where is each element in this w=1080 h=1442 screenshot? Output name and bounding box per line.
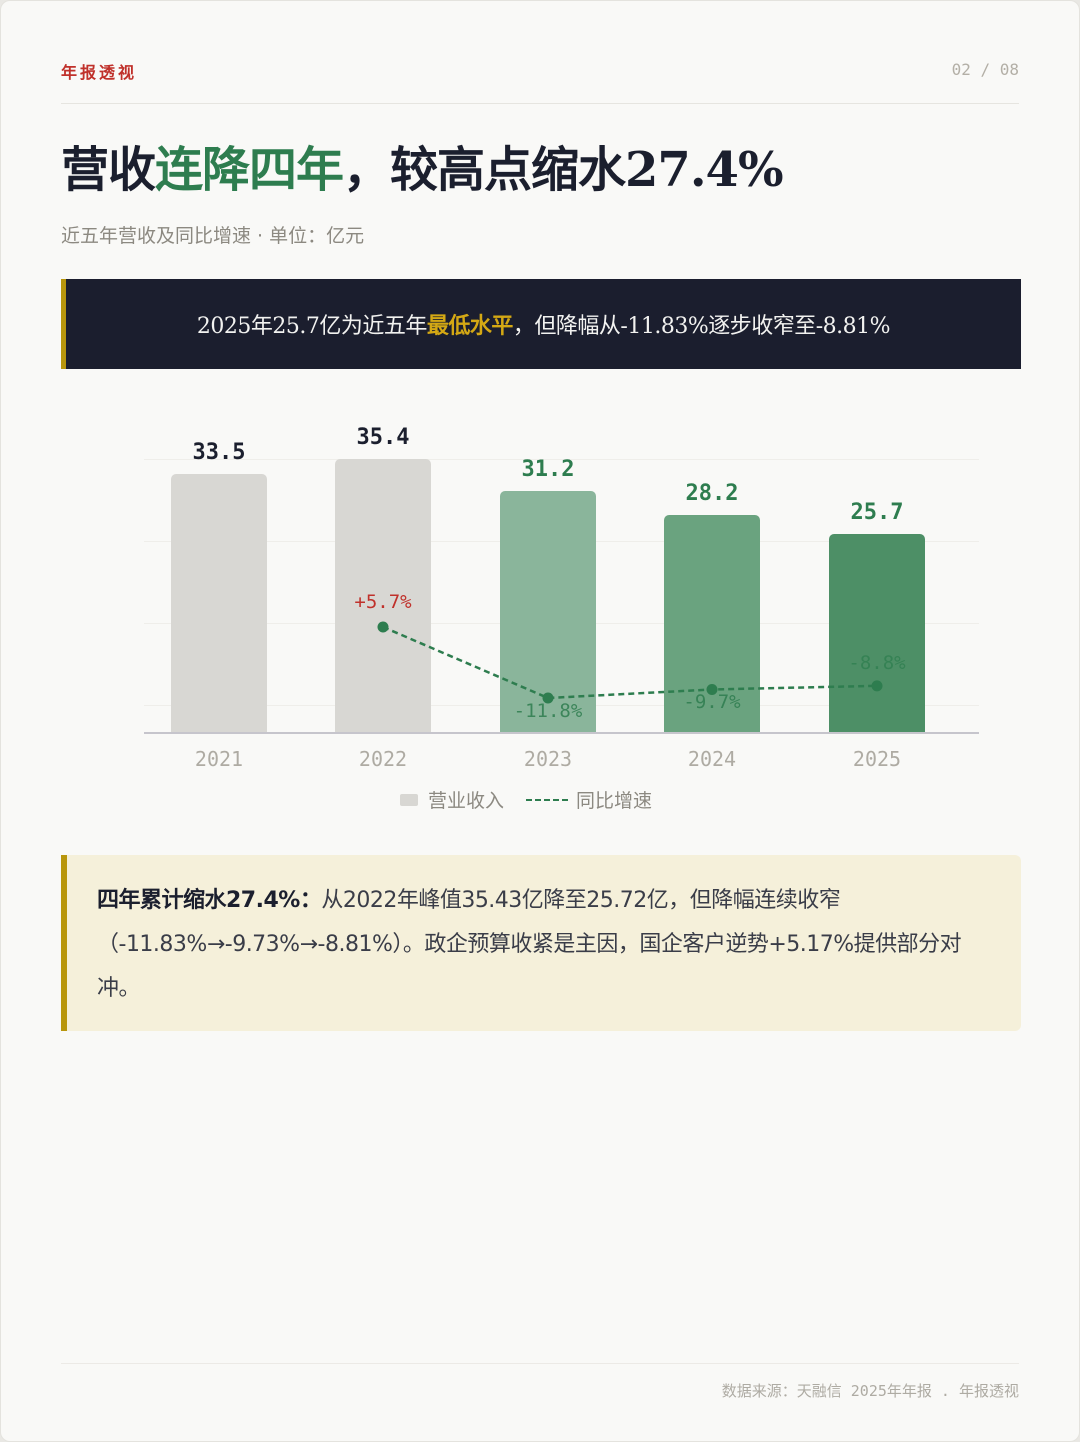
line-point bbox=[377, 621, 389, 633]
footer-source: 数据来源：天融信 2025年年报 . 年报透视 bbox=[721, 1382, 1019, 1400]
growth-rate-label: -11.8% bbox=[513, 700, 583, 722]
brand-label: 年报透视 bbox=[61, 63, 138, 82]
bar-value-label: 31.2 bbox=[521, 457, 575, 483]
page-indicator: 02 / 08 bbox=[951, 60, 1019, 79]
x-tick-label: 2025 bbox=[852, 747, 902, 771]
title-part2: ，较高点缩水27.4% bbox=[343, 142, 784, 198]
page-title: 营收连降四年，较高点缩水27.4% bbox=[61, 142, 784, 198]
growth-rate-label: -9.7% bbox=[683, 691, 741, 714]
x-tick-label: 2023 bbox=[523, 747, 573, 771]
bar-value-label: 33.5 bbox=[192, 439, 246, 465]
x-axis bbox=[144, 732, 979, 734]
line-point bbox=[706, 683, 718, 695]
bar-2025 bbox=[829, 534, 925, 733]
title-highlight: 连降四年 bbox=[155, 142, 344, 198]
summary-note: 四年累计缩水27.4%：从2022年峰值35.43亿降至25.72亿，但降幅连续… bbox=[61, 855, 1021, 1031]
legend-bar-label: 营业收入 bbox=[427, 790, 504, 812]
note-lead: 四年累计缩水27.4%： bbox=[97, 888, 322, 913]
note-body: 从2022年峰值35.43亿降至25.72亿，但降幅连续收窄（-11.83%→-… bbox=[97, 888, 962, 1001]
bar-2022 bbox=[335, 459, 431, 733]
bar-value-label: 35.4 bbox=[356, 425, 410, 450]
banner-highlight: 最低水平 bbox=[426, 313, 514, 339]
x-tick-label: 2024 bbox=[687, 747, 737, 771]
legend-line-label: 同比增速 bbox=[576, 790, 653, 812]
key-insight-banner: 2025年25.7亿为近五年 最低水平 ，但降幅从-11.83%逐步收窄至-8.81… bbox=[61, 279, 1021, 369]
footer-divider bbox=[61, 1363, 1019, 1364]
bar-2024 bbox=[664, 514, 760, 733]
line-point bbox=[871, 680, 883, 692]
bar-value-label: 25.7 bbox=[850, 500, 904, 525]
gridline bbox=[144, 459, 979, 460]
growth-rate-label: -8.8% bbox=[848, 651, 906, 674]
x-tick-label: 2022 bbox=[358, 747, 408, 771]
bar-value-label: 28.2 bbox=[685, 480, 739, 506]
bar-2021 bbox=[171, 473, 267, 733]
header-divider bbox=[61, 103, 1019, 104]
legend-bar-swatch bbox=[399, 793, 418, 806]
growth-rate-label: +5.7% bbox=[354, 591, 412, 613]
banner-part1: 2025年25.7亿为近五年 bbox=[196, 314, 427, 339]
page-subtitle: 近五年营收及同比增速 · 单位：亿元 bbox=[61, 225, 365, 247]
x-tick-label: 2021 bbox=[194, 747, 244, 771]
revenue-chart: 33.5 35.4 31.2 28.2 25.7 +5.7% -11.8% -9.7% -8.… bbox=[1, 1, 1079, 841]
banner-part2: ，但降幅从-11.83%逐步收窄至-8.81% bbox=[512, 314, 891, 339]
line-point bbox=[542, 692, 554, 704]
title-part1: 营收 bbox=[61, 142, 156, 198]
legend-dashed-line-icon bbox=[526, 798, 568, 801]
chart-legend: 营业收入 同比增速 bbox=[1, 786, 1079, 813]
growth-rate-line bbox=[377, 621, 883, 704]
